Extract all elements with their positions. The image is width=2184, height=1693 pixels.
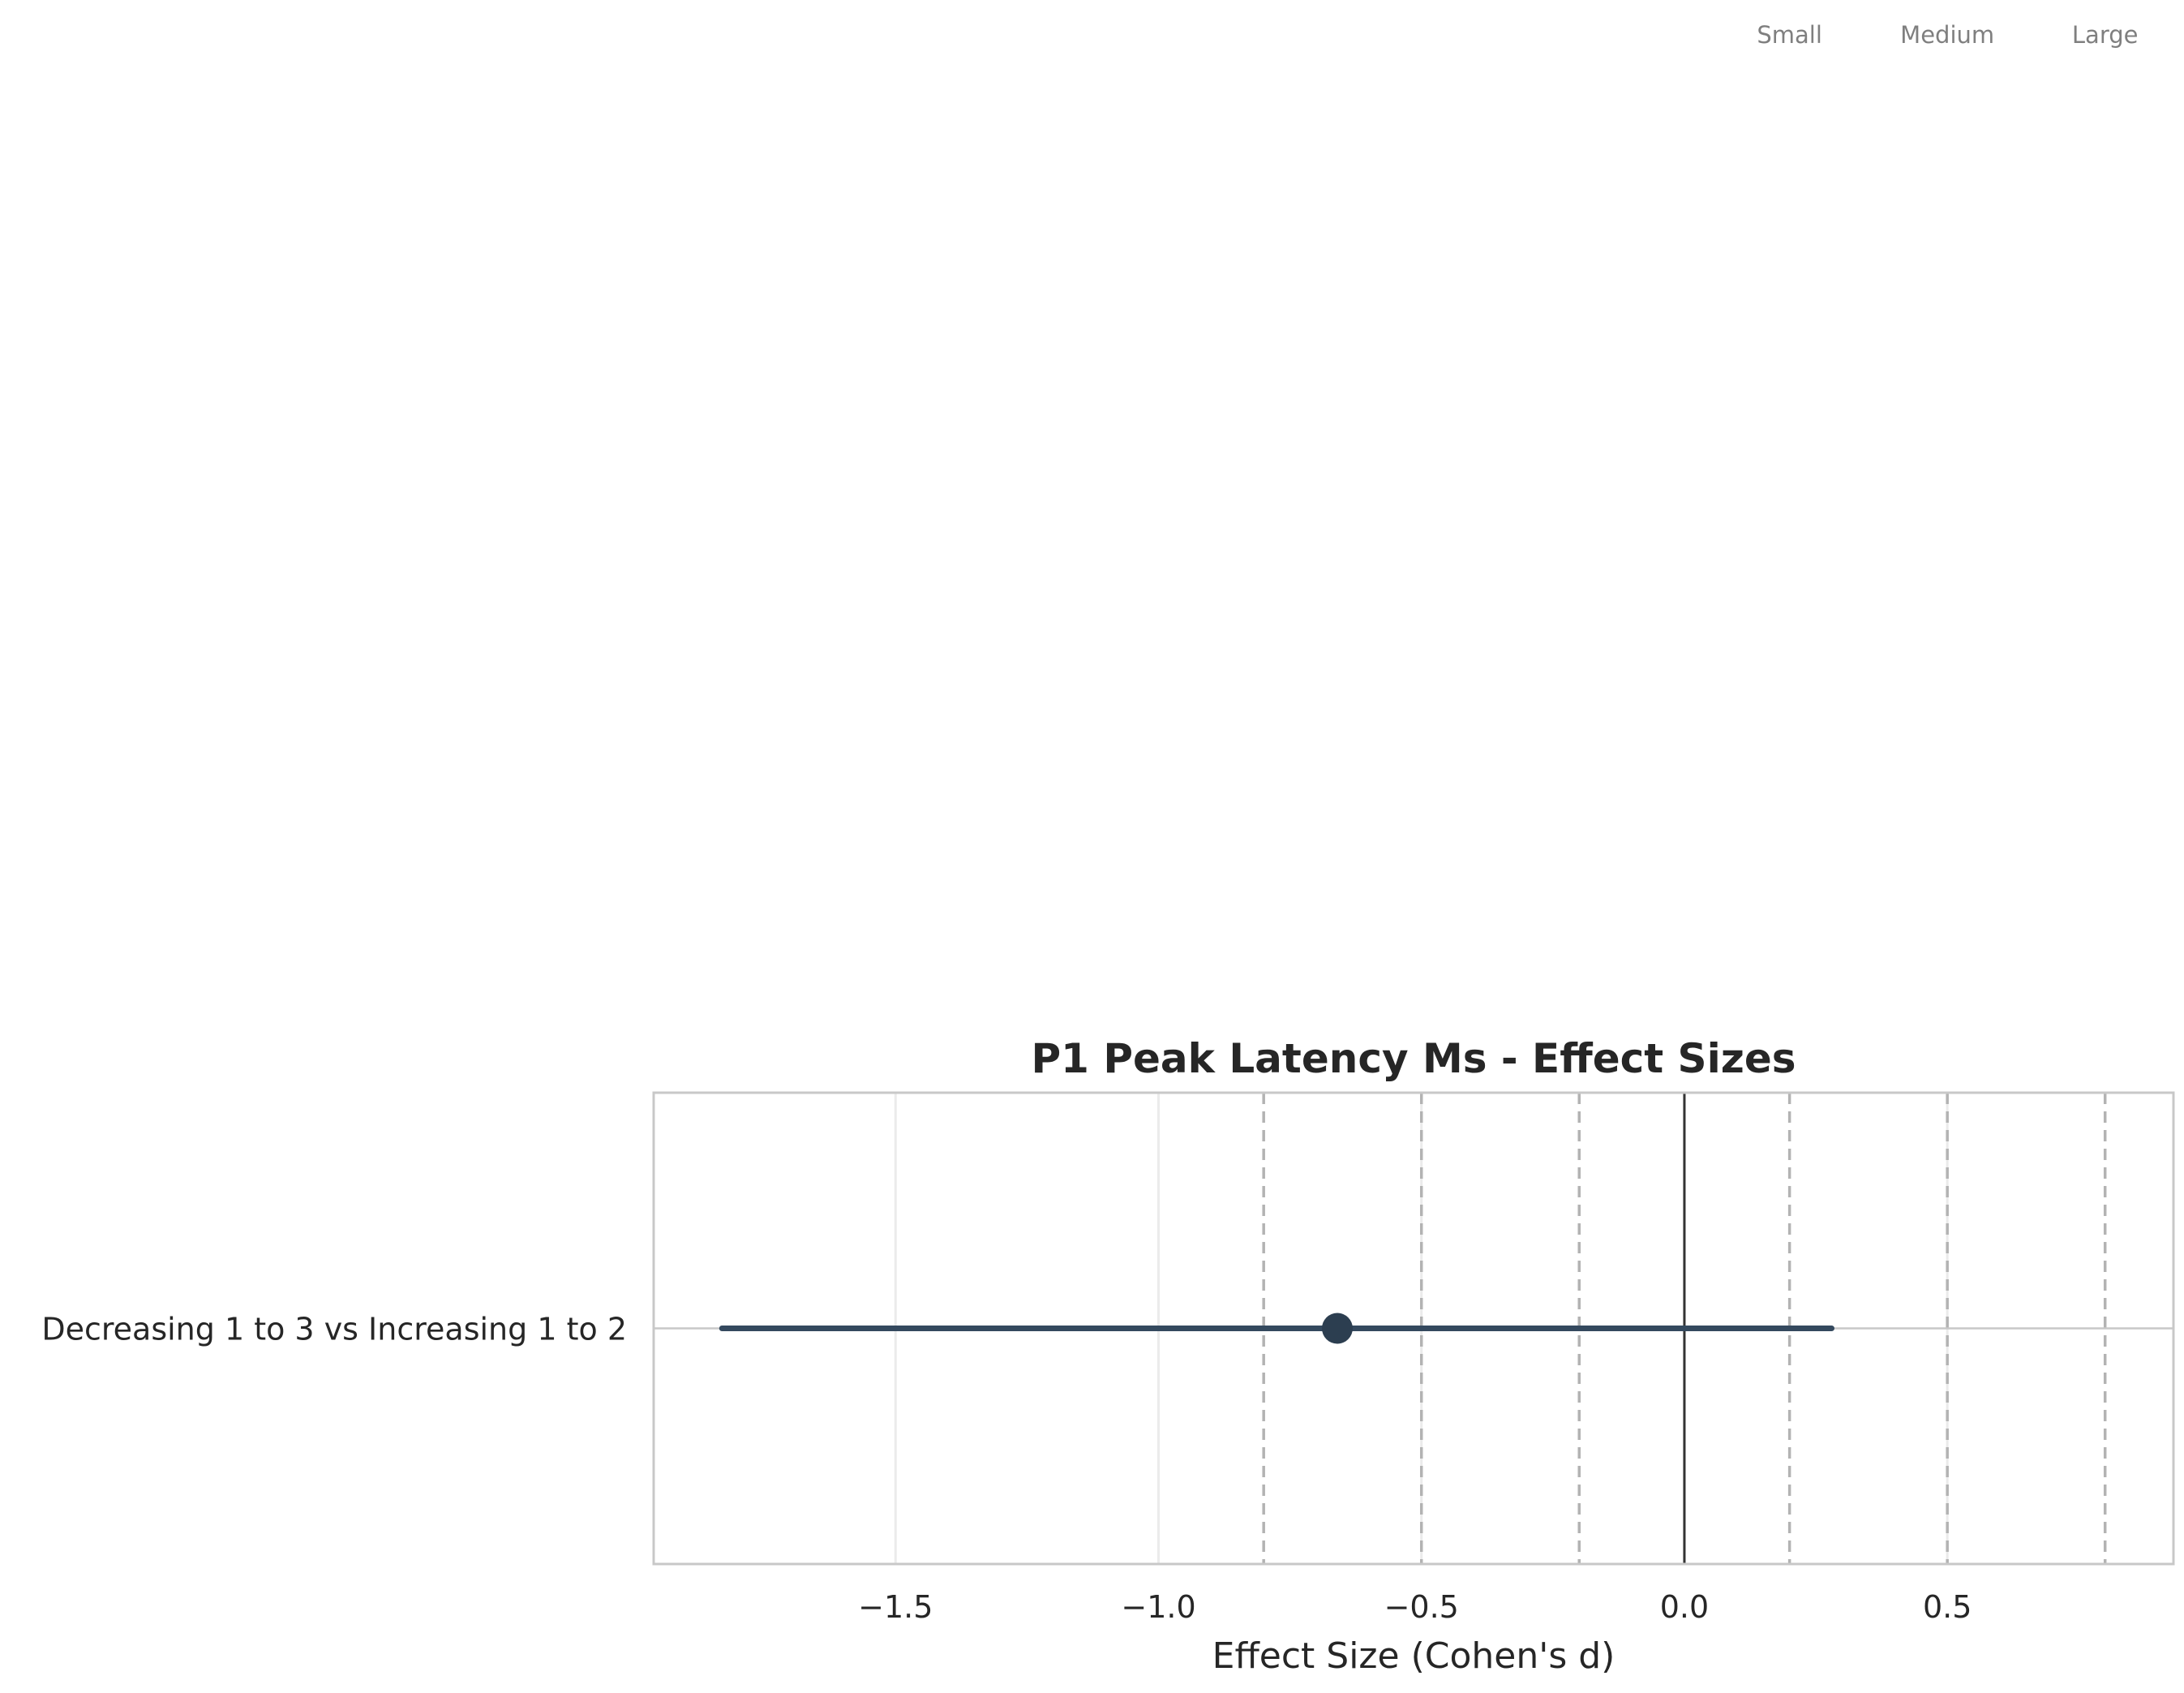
x-tick-label-1: −1.0	[1121, 1589, 1195, 1625]
y-tick-labels: Decreasing 1 to 3 vs Increasing 1 to 2	[41, 1312, 627, 1347]
threshold-label-1: Medium	[1900, 21, 1994, 49]
x-axis-label: Effect Size (Cohen's d)	[1212, 1635, 1615, 1677]
effect-marks	[719, 1313, 1835, 1344]
chart-title: P1 Peak Latency Ms - Effect Sizes	[1032, 1035, 1796, 1082]
plot-frame	[652, 1091, 2175, 1566]
threshold-lines	[1262, 1093, 2107, 1564]
x-tick-label-3: 0.0	[1660, 1589, 1709, 1625]
x-tick-labels: −1.5 −1.0 −0.5 0.0 0.5	[858, 1589, 1972, 1625]
x-tick-label-2: −0.5	[1384, 1589, 1459, 1625]
threshold-label-2: Large	[2072, 21, 2139, 49]
threshold-labels: Small Medium Large	[1757, 21, 2138, 49]
y-tick-label-0: Decreasing 1 to 3 vs Increasing 1 to 2	[41, 1312, 627, 1347]
point-estimate-0	[1321, 1313, 1353, 1344]
x-tick-label-4: 0.5	[1923, 1589, 1972, 1625]
x-tick-label-0: −1.5	[858, 1589, 933, 1625]
threshold-label-0: Small	[1757, 21, 1822, 49]
